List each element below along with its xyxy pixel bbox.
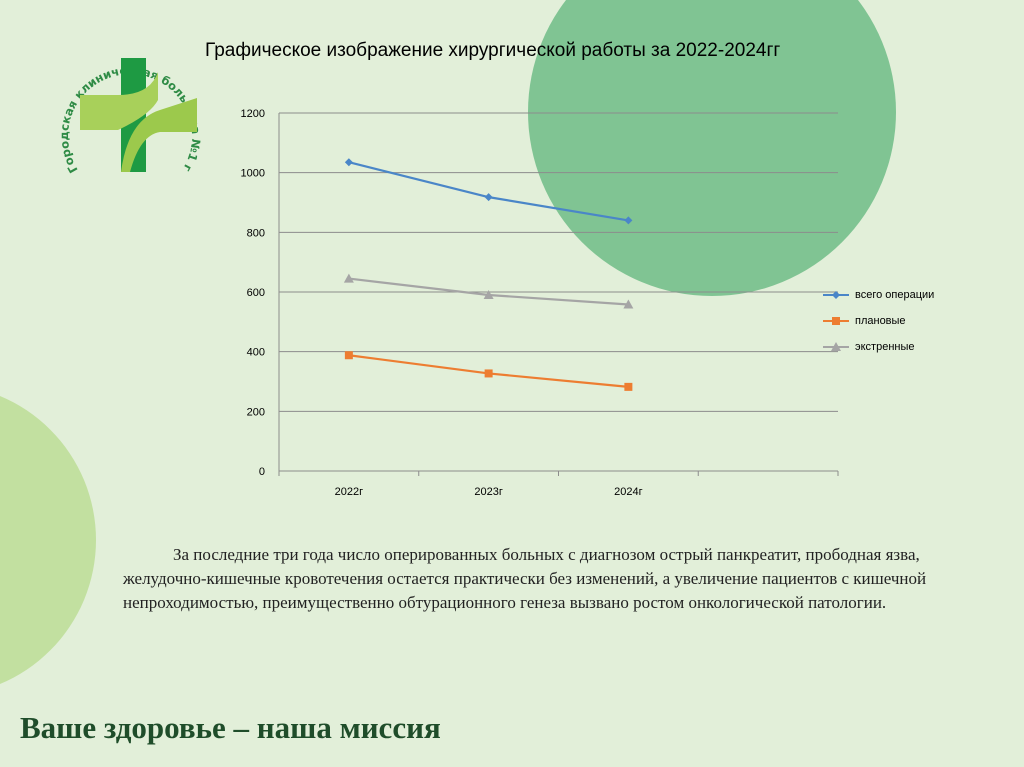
legend-label: всего операции <box>855 289 935 301</box>
x-tick-label: 2024г <box>614 486 642 498</box>
legend-item: плановые <box>823 308 934 334</box>
legend-marker <box>823 317 849 325</box>
data-point <box>344 158 353 167</box>
legend-label: плановые <box>855 315 906 327</box>
data-point <box>624 216 633 225</box>
y-tick-label: 200 <box>247 406 265 418</box>
data-point <box>623 299 634 309</box>
legend-marker <box>823 342 849 351</box>
data-point <box>343 273 354 283</box>
chart-legend: всего операции плановые экстренные <box>823 282 934 360</box>
x-tick-label: 2022г <box>335 486 363 498</box>
data-point <box>484 193 493 202</box>
logo-text: Городская клиническая больница №1 г.Стер… <box>0 0 203 176</box>
decorative-big-circle <box>528 0 896 296</box>
legend-label: экстренные <box>855 341 915 353</box>
y-tick-label: 1000 <box>241 168 265 180</box>
slide-title: Графическое изображение хирургической ра… <box>205 40 781 61</box>
svg-text:Городская клиническая больница: Городская клиническая больница №1 г.Стер… <box>0 0 203 176</box>
legend-item: всего операции <box>823 282 934 308</box>
data-point <box>624 382 633 391</box>
data-point <box>484 369 493 378</box>
y-tick-label: 600 <box>247 287 265 299</box>
x-tick-label: 2023г <box>474 486 502 498</box>
legend-marker <box>823 291 849 299</box>
legend-item: экстренные <box>823 334 934 360</box>
data-point <box>344 351 353 360</box>
y-tick-label: 0 <box>259 466 265 478</box>
y-tick-label: 1200 <box>241 108 265 120</box>
y-tick-label: 800 <box>247 227 265 239</box>
decorative-left-circle <box>0 396 96 684</box>
data-point <box>483 289 494 299</box>
hospital-logo: Городская клиническая больница №1 г.Стер… <box>0 0 203 176</box>
motto: Ваше здоровье – наша миссия <box>20 710 441 745</box>
line-chart: 0 200 400 600 800 1000 1200 2022г 2023г 2024г <box>241 108 839 498</box>
description-paragraph: За последние три года число оперированны… <box>123 545 927 612</box>
y-tick-label: 400 <box>247 347 265 359</box>
